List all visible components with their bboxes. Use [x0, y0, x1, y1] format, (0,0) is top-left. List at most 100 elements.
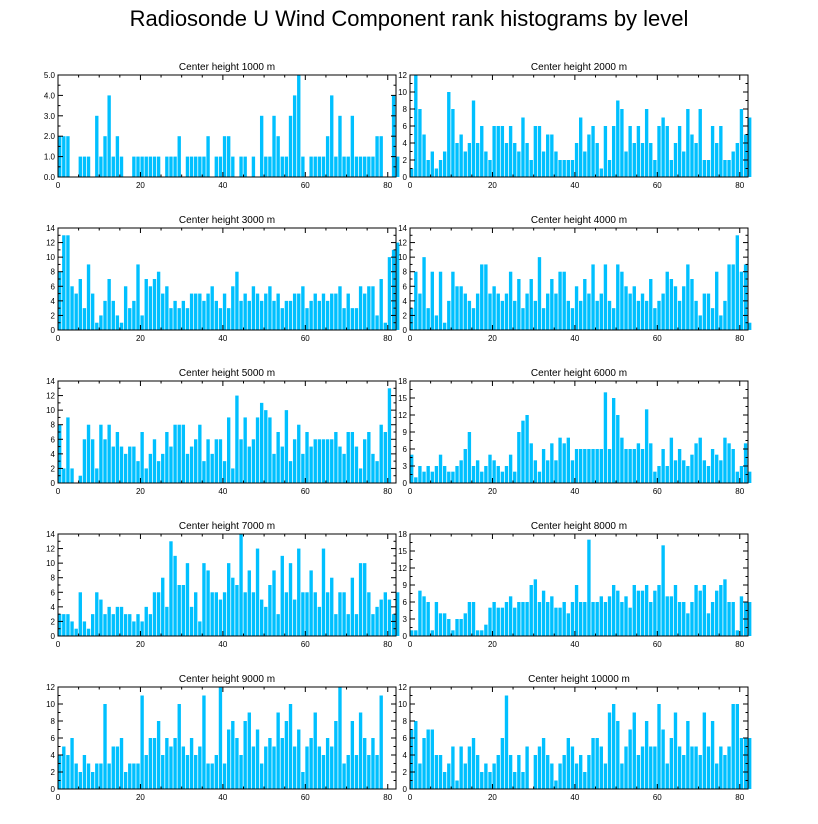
- histogram-bar: [698, 437, 702, 483]
- histogram-bar: [313, 293, 317, 330]
- histogram-bar: [301, 286, 305, 330]
- histogram-bar: [334, 156, 338, 177]
- histogram-bar: [371, 286, 375, 330]
- histogram-bar: [719, 746, 723, 789]
- histogram-bar: [305, 308, 309, 330]
- histogram-bar: [169, 746, 173, 789]
- histogram-bar: [70, 468, 74, 483]
- histogram-bar: [517, 432, 521, 483]
- x-tick-label: 20: [136, 487, 145, 496]
- histogram-bar: [451, 271, 455, 330]
- histogram-bar: [86, 763, 91, 789]
- histogram-bar: [346, 755, 350, 789]
- histogram-bar: [743, 134, 748, 177]
- histogram-bar: [690, 134, 694, 177]
- histogram-bar: [583, 602, 587, 636]
- histogram-bar: [136, 614, 140, 636]
- histogram-bar: [202, 695, 206, 789]
- histogram-bar: [177, 585, 181, 636]
- histogram-bar: [95, 468, 99, 483]
- histogram-bar: [210, 592, 214, 636]
- histogram-bar: [123, 286, 128, 330]
- histogram-bar: [541, 151, 546, 177]
- histogram-bar: [231, 156, 235, 177]
- histogram-bar: [144, 468, 148, 483]
- histogram-bar: [313, 712, 317, 789]
- histogram-bar: [430, 729, 434, 789]
- histogram-bar: [354, 755, 359, 789]
- x-tick-label: 80: [735, 793, 744, 802]
- histogram-bar: [587, 539, 591, 636]
- histogram-bar: [78, 156, 82, 177]
- histogram-bar: [731, 602, 735, 636]
- histogram-bar: [66, 614, 70, 636]
- histogram-bar: [624, 151, 628, 177]
- histogram-bar: [706, 160, 711, 177]
- histogram-bar: [301, 772, 305, 789]
- histogram-bar: [181, 424, 186, 483]
- histogram-bar: [706, 466, 711, 483]
- histogram-bar: [566, 160, 570, 177]
- x-tick-label: 60: [653, 793, 662, 802]
- y-tick-label: 5.0: [44, 71, 56, 80]
- histogram-bar: [354, 308, 359, 330]
- histogram-bar: [342, 592, 346, 636]
- histogram-bar: [272, 453, 276, 483]
- histogram-bar: [284, 156, 289, 177]
- histogram-bar: [451, 471, 455, 483]
- histogram-bar: [235, 271, 239, 330]
- histogram-bar: [189, 738, 194, 789]
- histogram-bar: [513, 143, 517, 177]
- histogram-bar: [442, 772, 447, 789]
- histogram-bar: [264, 410, 268, 483]
- histogram-bar: [259, 300, 264, 330]
- histogram-bar: [255, 417, 260, 483]
- x-tick-label: 80: [383, 640, 392, 649]
- x-tick-label: 40: [570, 181, 579, 190]
- histogram-bar: [342, 453, 346, 483]
- histogram-bar: [338, 592, 342, 636]
- histogram-bar: [438, 755, 443, 789]
- histogram-bar: [103, 300, 107, 330]
- histogram-bar: [264, 156, 268, 177]
- x-tick-label: 20: [488, 640, 497, 649]
- histogram-bar: [595, 143, 599, 177]
- histogram-bar: [492, 763, 496, 789]
- histogram-bar: [603, 264, 608, 330]
- histogram-bar: [136, 264, 140, 330]
- histogram-bar: [194, 439, 198, 483]
- histogram-panel: Center height 2000 m 0 20 40 60 80 0 2 4 6 8 10 12: [398, 62, 752, 190]
- histogram-bar: [562, 271, 566, 330]
- histogram-bar: [214, 592, 218, 636]
- histogram-bar: [214, 439, 218, 483]
- histogram-bar: [396, 592, 400, 636]
- histogram-bar: [686, 264, 690, 330]
- histogram-bar: [255, 293, 260, 330]
- y-tick-label: 12: [46, 683, 55, 692]
- histogram-bar: [665, 126, 669, 177]
- histogram-bar: [463, 449, 467, 483]
- histogram-bar: [202, 563, 206, 636]
- histogram-bar: [202, 461, 206, 483]
- y-tick-label: 6: [51, 588, 56, 597]
- x-tick-label: 0: [56, 334, 61, 343]
- histogram-bar: [731, 151, 735, 177]
- histogram-bar: [657, 466, 661, 483]
- histogram-bar: [599, 746, 603, 789]
- histogram-bar: [115, 746, 120, 789]
- y-tick-label: 4: [403, 751, 408, 760]
- x-tick-label: 0: [408, 640, 413, 649]
- histogram-bar: [492, 460, 496, 483]
- x-tick-label: 20: [136, 640, 145, 649]
- histogram-bar: [218, 599, 223, 636]
- histogram-bar: [500, 126, 505, 177]
- histogram-bar: [426, 160, 430, 177]
- histogram-bar: [330, 577, 334, 636]
- histogram-bar: [136, 156, 140, 177]
- histogram-bar: [500, 300, 505, 330]
- x-tick-label: 40: [218, 793, 227, 802]
- histogram-bar: [70, 621, 74, 636]
- y-tick-label: 18: [398, 377, 407, 386]
- histogram-bar: [636, 300, 641, 330]
- y-tick-label: 4: [51, 603, 56, 612]
